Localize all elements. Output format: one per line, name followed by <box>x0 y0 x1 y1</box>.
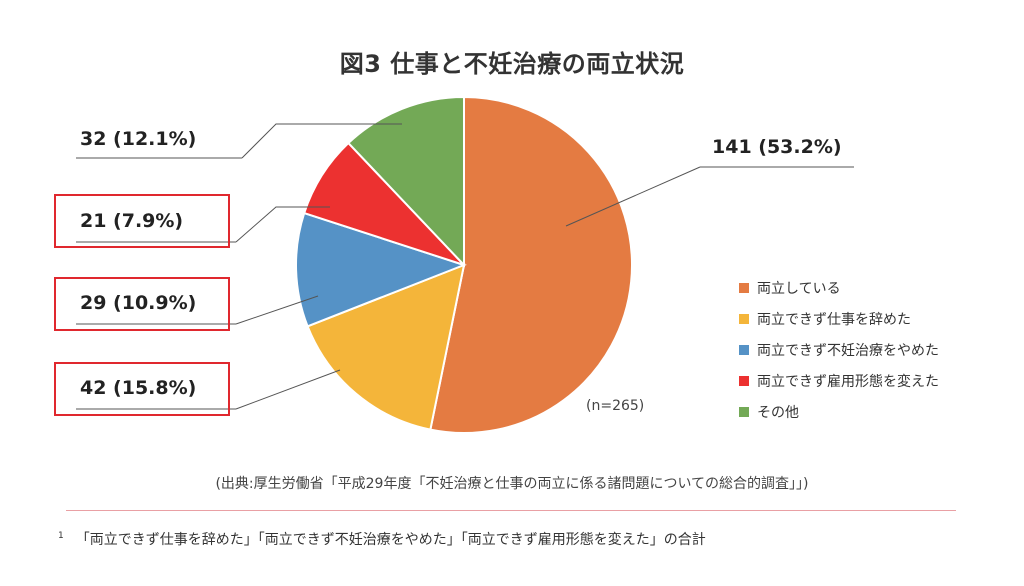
legend-label: 両立している <box>757 280 841 297</box>
leader-line <box>241 123 402 159</box>
legend: 両立している両立できず仕事を辞めた両立できず不妊治療をやめた 両立できず雇用形態を… <box>739 272 939 427</box>
value-label: 42 (15.8%) <box>80 377 197 399</box>
legend-label: 両立できず不妊治療をやめた <box>757 342 939 359</box>
slice-quit-job <box>306 263 466 431</box>
leader-line <box>235 369 341 410</box>
highlight-box <box>54 194 230 248</box>
legend-item: 両立している <box>739 272 939 303</box>
value-label: 32 (12.1%) <box>80 128 197 150</box>
legend-item: その他 <box>739 396 939 427</box>
legend-swatch <box>739 313 749 324</box>
legend-swatch <box>739 375 749 386</box>
footnote-divider <box>66 510 956 511</box>
legend-swatch <box>739 344 749 355</box>
slice-other <box>347 95 465 268</box>
legend-label: 両立できず雇用形態を変えた <box>757 373 939 390</box>
sample-size-note: (n=265) <box>586 398 645 414</box>
value-label: 141 (53.2%) <box>712 136 842 158</box>
legend-swatch <box>739 406 749 417</box>
value-label: 29 (10.9%) <box>80 292 197 314</box>
slice-quit-treatment <box>295 211 467 328</box>
chart-title: 図3 仕事と不妊治療の両立状況 <box>339 50 685 78</box>
legend-item: 両立できず仕事を辞めた <box>739 303 939 334</box>
source-citation: (出典:厚生労働省「平成29年度「不妊治療と仕事の両立に係る諸問題についての総合… <box>215 476 809 492</box>
leader-line <box>235 295 319 325</box>
leader-line <box>565 166 701 227</box>
legend-label: 両立できず仕事を辞めた <box>757 311 911 328</box>
slice-coexisting <box>429 95 633 434</box>
footnote-text: 「両立できず仕事を辞めた」「両立できず不妊治療をやめた」「両立できず雇用形態を変… <box>75 532 706 548</box>
footnote-mark: 1 <box>58 531 64 541</box>
value-label: 21 (7.9%) <box>80 210 184 232</box>
legend-item: 両立できず不妊治療をやめた <box>739 334 939 365</box>
highlight-box <box>54 277 230 331</box>
leader-line <box>235 206 330 243</box>
footnote: 1 「両立できず仕事を辞めた」「両立できず不妊治療をやめた」「両立できず雇用形態を… <box>58 529 706 549</box>
legend-label: その他 <box>757 404 799 421</box>
legend-swatch <box>739 282 749 293</box>
legend-item: 両立できず雇用形態を変えた <box>739 365 939 396</box>
highlight-box <box>54 362 230 416</box>
